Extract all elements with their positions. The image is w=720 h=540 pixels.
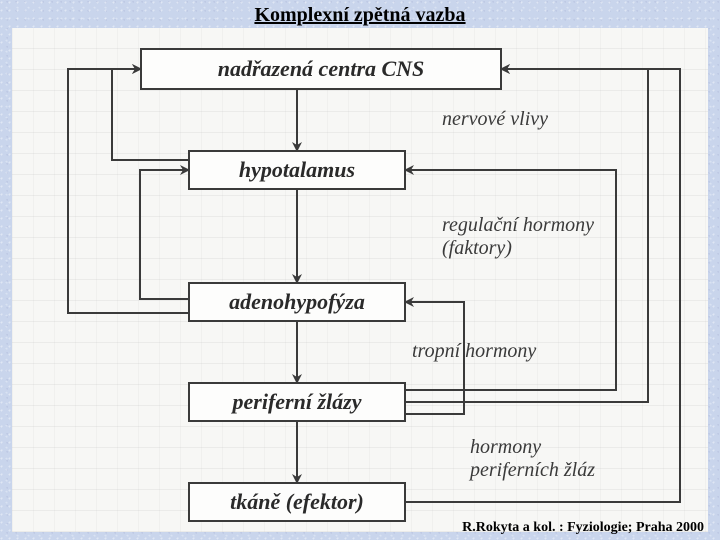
edge-label-tropni: tropní hormony	[412, 340, 536, 363]
page-title: Komplexní zpětná vazba	[0, 4, 720, 27]
node-zlazy: periferní žlázy	[188, 382, 406, 422]
edge-label-regulacni: regulační hormony(faktory)	[442, 214, 594, 260]
node-cns: nadřazená centra CNS	[140, 48, 502, 90]
node-adenohypofyza: adenohypofýza	[188, 282, 406, 322]
node-hypotalamus: hypotalamus	[188, 150, 406, 190]
node-tkane: tkáně (efektor)	[188, 482, 406, 522]
edge-label-hormony: hormonyperiferních žláz	[470, 436, 595, 482]
edge-label-nervove: nervové vlivy	[442, 108, 548, 131]
citation: R.Rokyta a kol. : Fyziologie; Praha 2000	[462, 520, 704, 536]
diagram-paper	[12, 28, 708, 532]
